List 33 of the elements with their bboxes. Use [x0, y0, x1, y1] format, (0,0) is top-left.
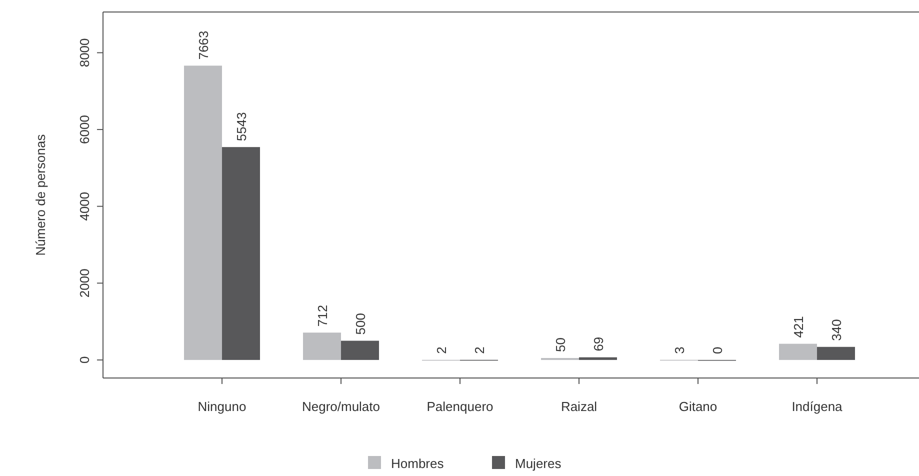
y-tick-label: 2000: [77, 268, 92, 298]
y-tick-label: 0: [77, 356, 92, 364]
x-tick-label: Negro/mulato: [302, 399, 380, 414]
bar: [303, 332, 341, 360]
data-label: 50: [553, 338, 568, 352]
data-label: 7663: [196, 30, 211, 60]
bar: [184, 66, 222, 360]
bar: [341, 340, 379, 360]
y-axis-title: Número de personas: [33, 134, 48, 256]
data-label: 5543: [234, 112, 249, 142]
x-tick-label: Palenquero: [426, 399, 494, 414]
x-tick-label: Ninguno: [198, 399, 246, 414]
y-tick-label: 4000: [77, 192, 92, 221]
legend-label: Hombres: [391, 456, 444, 471]
bar: [779, 344, 817, 360]
bar: [222, 147, 260, 360]
x-tick-label: Raizal: [560, 399, 598, 414]
legend-label: Mujeres: [515, 456, 562, 471]
data-label: 3: [672, 346, 687, 354]
data-label: 69: [591, 336, 606, 352]
y-tick-label: 8000: [77, 38, 92, 68]
bar: [817, 346, 855, 360]
data-label: 2: [434, 346, 449, 354]
y-tick-label: 6000: [77, 115, 92, 144]
x-tick-label: Gitano: [678, 399, 718, 414]
data-label: 500: [353, 313, 368, 335]
data-label: 0: [710, 346, 725, 354]
bar: [579, 357, 617, 360]
data-label: 2: [472, 346, 487, 354]
x-tick-label: Indígena: [792, 399, 844, 414]
data-label: 340: [829, 319, 844, 341]
data-label: 712: [315, 304, 330, 327]
data-label: 421: [791, 316, 806, 338]
